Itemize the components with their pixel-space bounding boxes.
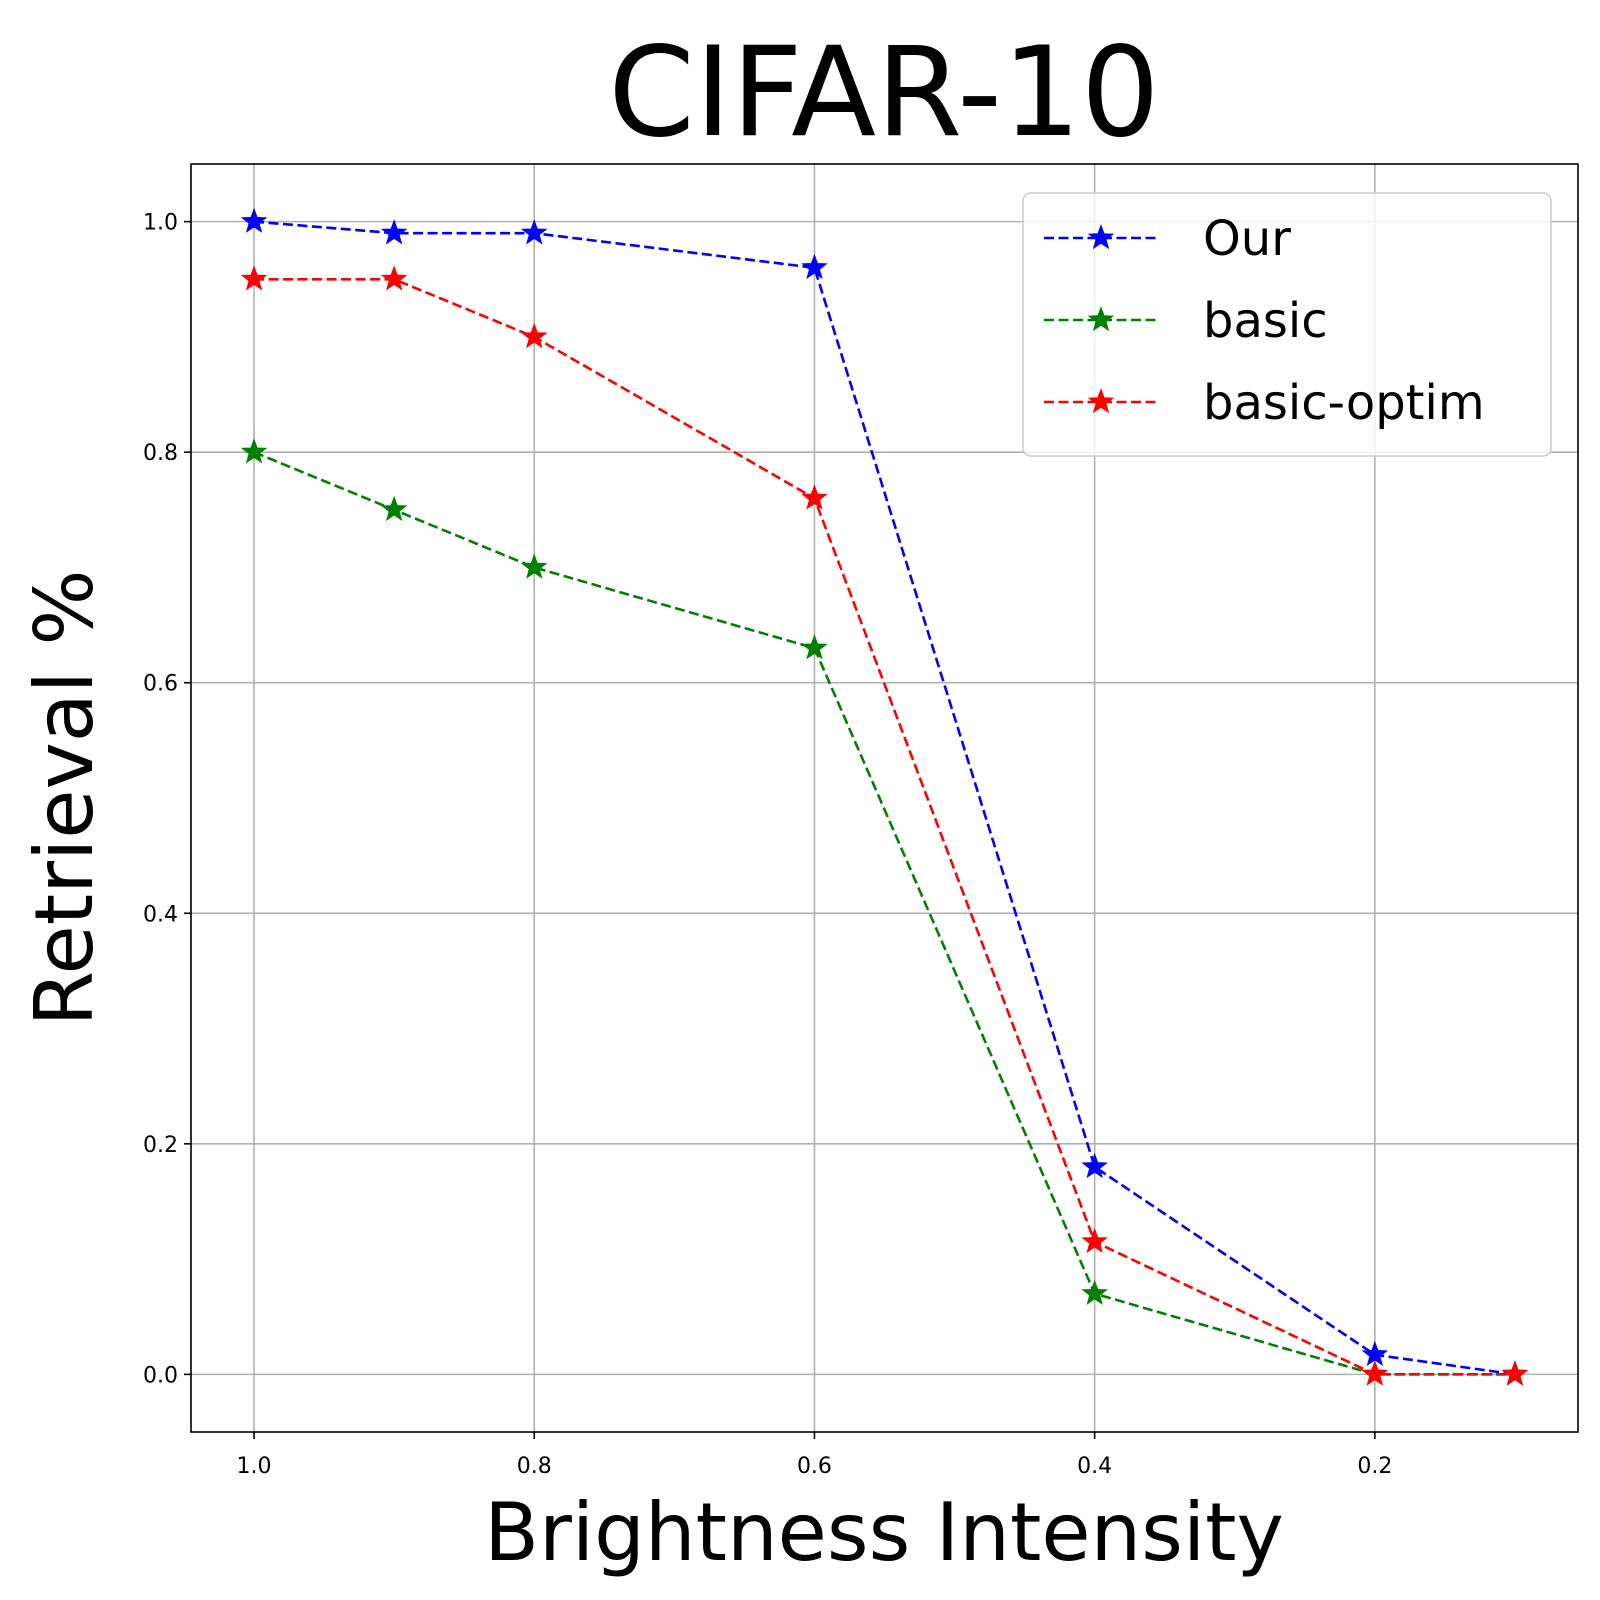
series-layer bbox=[240, 207, 1529, 1386]
data-point bbox=[1081, 1227, 1108, 1254]
y-tick-label: 0.6 bbox=[143, 672, 178, 697]
y-axis: 0.0 0.2 0.4 0.6 0.8 1.0 bbox=[143, 211, 191, 1388]
legend-entry: Our bbox=[1044, 211, 1291, 267]
y-tick-label: 0.8 bbox=[143, 441, 178, 466]
y-tick-label: 0.4 bbox=[143, 902, 178, 927]
data-point bbox=[520, 322, 548, 349]
legend-frame bbox=[1022, 192, 1552, 457]
x-tick-label: 0.2 bbox=[1357, 1454, 1392, 1479]
series-basic bbox=[240, 438, 1529, 1386]
data-point bbox=[1081, 1279, 1108, 1305]
data-point bbox=[1361, 1360, 1389, 1386]
legend-marker bbox=[1087, 388, 1115, 414]
legend-label: basic-optim bbox=[1203, 375, 1485, 431]
legend-entry: basic-optim bbox=[1044, 375, 1485, 431]
y-axis-label: Retrieval % bbox=[18, 570, 111, 1027]
legend-label: basic bbox=[1203, 293, 1328, 349]
series-basic-optim bbox=[240, 265, 1529, 1386]
data-point bbox=[520, 553, 548, 579]
data-point bbox=[801, 634, 828, 660]
data-point bbox=[240, 438, 268, 464]
x-axis-label: Brightness Intensity bbox=[484, 1486, 1284, 1579]
data-point bbox=[240, 207, 268, 233]
x-tick-label: 0.6 bbox=[797, 1454, 832, 1479]
data-point bbox=[380, 265, 408, 291]
y-tick-label: 1.0 bbox=[143, 211, 178, 236]
x-tick-label: 1.0 bbox=[237, 1454, 272, 1479]
data-point bbox=[1501, 1360, 1529, 1386]
legend: Our basic basic-optim bbox=[1022, 192, 1552, 457]
data-point bbox=[1081, 1152, 1108, 1179]
legend-entry: basic bbox=[1044, 293, 1328, 349]
series-Our bbox=[240, 207, 1529, 1386]
data-point bbox=[380, 495, 408, 522]
data-point bbox=[520, 219, 548, 245]
plot-frame bbox=[190, 163, 1579, 1433]
chart-title: CIFAR-10 bbox=[608, 21, 1160, 165]
legend-marker bbox=[1087, 306, 1115, 332]
y-tick-label: 0.2 bbox=[143, 1133, 178, 1158]
legend-marker bbox=[1087, 224, 1115, 250]
y-tick-label: 0.0 bbox=[143, 1363, 178, 1388]
data-point bbox=[380, 219, 408, 245]
x-axis: 1.0 0.8 0.6 0.4 0.2 bbox=[237, 1432, 1392, 1479]
data-point bbox=[240, 265, 268, 291]
x-tick-label: 0.8 bbox=[517, 1454, 552, 1479]
legend-label: Our bbox=[1203, 211, 1291, 267]
x-tick-label: 0.4 bbox=[1077, 1454, 1112, 1479]
data-point bbox=[1361, 1340, 1389, 1367]
data-point bbox=[801, 484, 828, 510]
data-point bbox=[801, 253, 828, 280]
